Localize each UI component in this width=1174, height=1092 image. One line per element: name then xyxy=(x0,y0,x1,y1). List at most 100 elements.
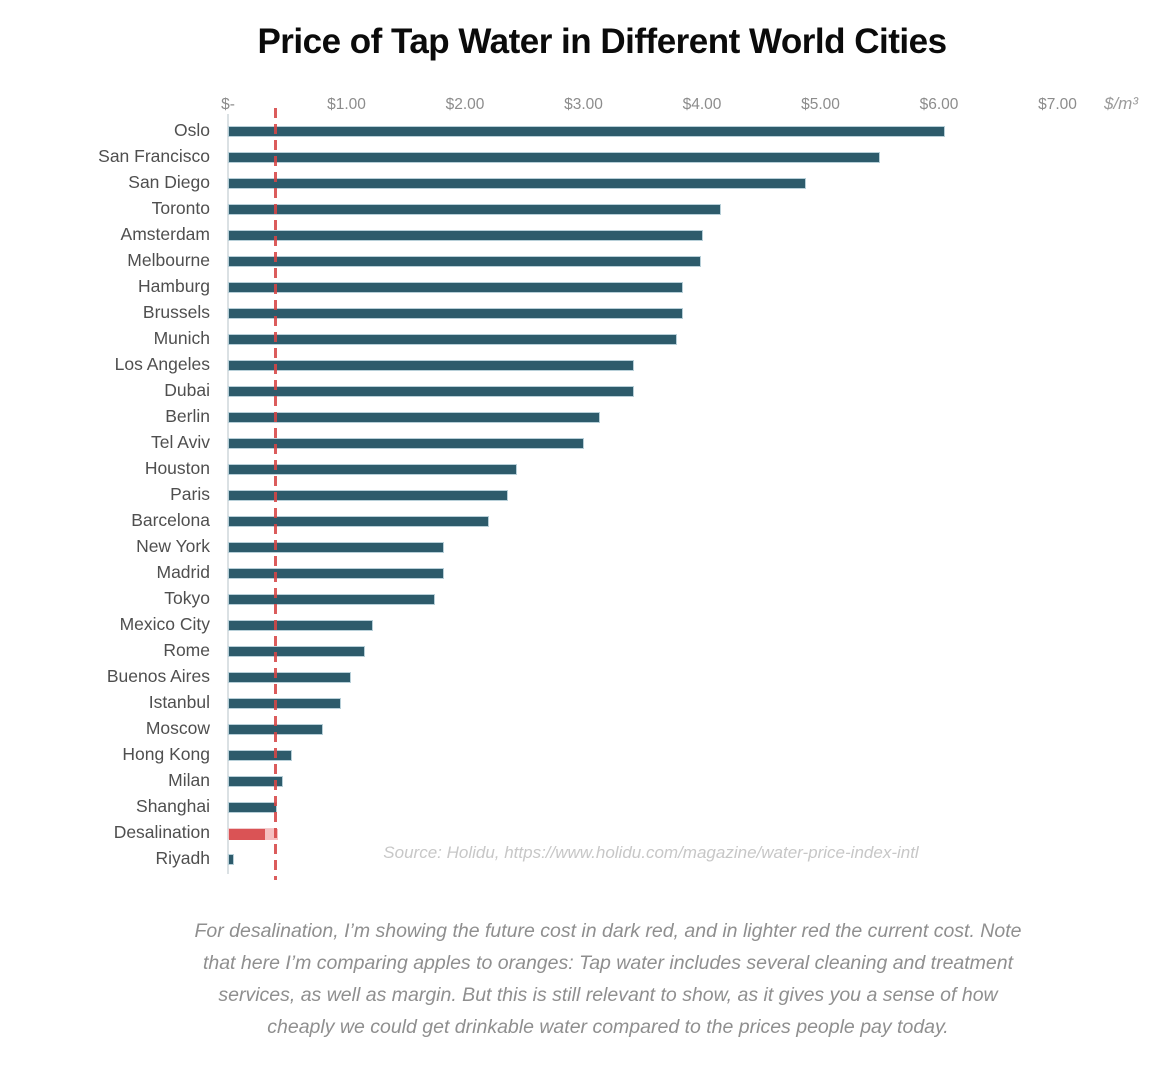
bar xyxy=(228,489,508,501)
city-label: Hamburg xyxy=(138,276,210,296)
city-label: Desalination xyxy=(113,822,210,842)
city-label: Munich xyxy=(153,328,210,348)
bar xyxy=(228,775,283,787)
bar xyxy=(228,463,518,475)
bar xyxy=(228,151,880,163)
city-label: Mexico City xyxy=(119,614,210,634)
bar-row: San Francisco xyxy=(0,144,1174,170)
bar-row: Melbourne xyxy=(0,248,1174,274)
bar-row: Houston xyxy=(0,456,1174,482)
bar-segment-current-cost xyxy=(264,828,278,840)
city-label: Barcelona xyxy=(131,510,210,530)
city-label: San Diego xyxy=(128,172,210,192)
city-label: Dubai xyxy=(164,380,210,400)
bar-segment-future-cost xyxy=(229,828,265,840)
bar-row: Hong Kong xyxy=(0,742,1174,768)
city-label: Istanbul xyxy=(148,692,210,712)
city-label: Berlin xyxy=(165,406,210,426)
bar xyxy=(228,697,341,709)
city-label: Paris xyxy=(170,484,210,504)
x-axis-unit-label: $/m³ xyxy=(1104,94,1138,113)
bar xyxy=(228,671,352,683)
city-label: Shanghai xyxy=(136,796,210,816)
x-axis-tick-label: $7.00 xyxy=(1038,96,1077,113)
city-label: Amsterdam xyxy=(120,224,210,244)
bar-row: Brussels xyxy=(0,300,1174,326)
chart-title: Price of Tap Water in Different World Ci… xyxy=(257,22,947,61)
bar xyxy=(228,281,684,293)
bar-row: New York xyxy=(0,534,1174,560)
bar xyxy=(228,853,234,865)
city-label: Brussels xyxy=(142,302,210,322)
bar xyxy=(228,255,701,267)
bar-row: Oslo xyxy=(0,118,1174,144)
city-label: San Francisco xyxy=(98,146,210,166)
bar-row: Milan xyxy=(0,768,1174,794)
bar xyxy=(228,411,601,423)
bar-row: San Diego xyxy=(0,170,1174,196)
bar-row: Shanghai xyxy=(0,794,1174,820)
bar xyxy=(228,177,807,189)
city-label: Moscow xyxy=(145,718,210,738)
bar xyxy=(228,229,704,241)
bar-row: Riyadh xyxy=(0,846,1174,872)
bar-row: Desalination xyxy=(0,820,1174,846)
desalination-cost-reference-line xyxy=(273,108,277,880)
bar xyxy=(228,333,678,345)
bar-row: Hamburg xyxy=(0,274,1174,300)
bar-row: Madrid xyxy=(0,560,1174,586)
bar xyxy=(228,307,684,319)
y-axis-line xyxy=(227,114,229,874)
x-axis-tick-label: $4.00 xyxy=(682,96,722,113)
bar-row: Mexico City xyxy=(0,612,1174,638)
bar-track xyxy=(228,827,278,840)
city-label: Oslo xyxy=(174,120,210,140)
city-label: Riyadh xyxy=(155,848,210,868)
x-axis-tick-label: $1.00 xyxy=(327,96,366,113)
city-label: Houston xyxy=(144,458,210,478)
bar-row: Barcelona xyxy=(0,508,1174,534)
bar-row: Amsterdam xyxy=(0,222,1174,248)
city-label: Rome xyxy=(163,640,210,660)
bar-row: Munich xyxy=(0,326,1174,352)
city-label: Los Angeles xyxy=(114,354,210,374)
bar-row: Rome xyxy=(0,638,1174,664)
bar xyxy=(228,749,292,761)
bar xyxy=(228,567,444,579)
bar-row: Tel Aviv xyxy=(0,430,1174,456)
bar xyxy=(228,801,277,813)
bar-row: Los Angeles xyxy=(0,352,1174,378)
x-axis-tick-label: $- xyxy=(221,96,235,113)
bar-row: Toronto xyxy=(0,196,1174,222)
bar-row: Buenos Aires xyxy=(0,664,1174,690)
city-label: Madrid xyxy=(156,562,211,582)
bar-row: Tokyo xyxy=(0,586,1174,612)
x-axis-tick-label: $5.00 xyxy=(801,96,840,113)
bar xyxy=(228,541,444,553)
bar-row: Istanbul xyxy=(0,690,1174,716)
bar xyxy=(228,515,489,527)
bar-row: Paris xyxy=(0,482,1174,508)
x-axis-tick-label: $6.00 xyxy=(919,96,959,113)
city-label: Hong Kong xyxy=(122,744,210,764)
bar xyxy=(228,203,721,215)
bar xyxy=(228,359,635,371)
city-label: Buenos Aires xyxy=(106,666,210,686)
bar xyxy=(228,593,436,605)
bar-row: Moscow xyxy=(0,716,1174,742)
bar xyxy=(228,385,635,397)
x-axis-tick-label: $3.00 xyxy=(564,96,603,113)
bar xyxy=(228,125,945,137)
caption-text: For desalination, I’m showing the future… xyxy=(194,920,1022,1038)
bar-row: Dubai xyxy=(0,378,1174,404)
city-label: New York xyxy=(136,536,210,556)
city-label: Tokyo xyxy=(164,588,210,608)
city-label: Melbourne xyxy=(127,250,210,270)
bar xyxy=(228,645,366,657)
source-note: Source: Holidu, https://www.holidu.com/m… xyxy=(383,843,919,862)
bar-row: Berlin xyxy=(0,404,1174,430)
bar xyxy=(228,437,584,449)
city-label: Toronto xyxy=(151,198,210,218)
x-axis-tick-label: $2.00 xyxy=(445,96,485,113)
bar xyxy=(228,619,373,631)
